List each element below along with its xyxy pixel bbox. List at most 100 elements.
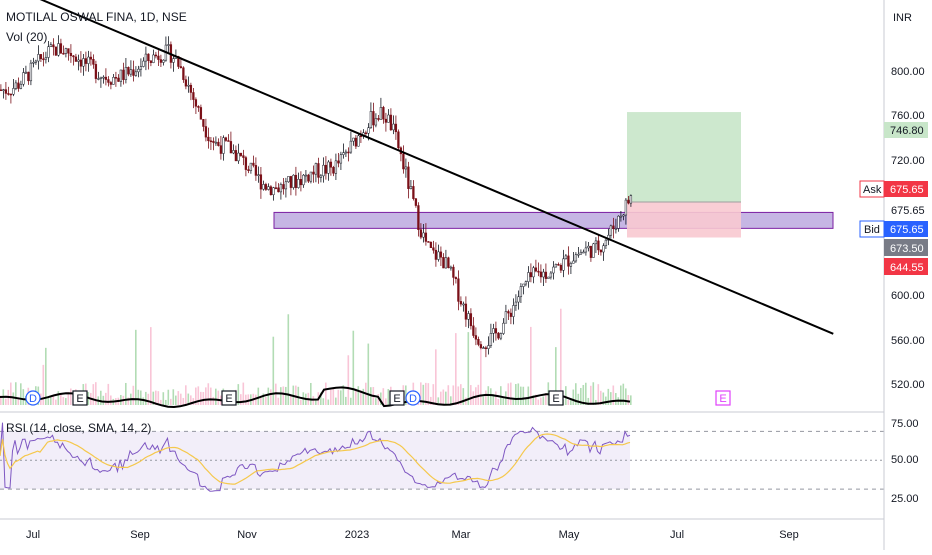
candle-body bbox=[574, 254, 578, 262]
volume-bar bbox=[615, 393, 617, 405]
time-label: Jul bbox=[670, 529, 684, 541]
candle-body bbox=[554, 264, 558, 268]
candle-body bbox=[487, 345, 490, 349]
volume-bar bbox=[145, 391, 147, 405]
volume-bar bbox=[357, 386, 360, 405]
volume-bar bbox=[425, 382, 427, 405]
candle-body bbox=[517, 296, 520, 303]
candle-body bbox=[604, 239, 608, 247]
volume-bar bbox=[512, 399, 515, 405]
candle-body bbox=[102, 76, 105, 79]
candle-body bbox=[312, 171, 315, 175]
volume-legend[interactable]: Vol (20) bbox=[6, 30, 47, 44]
volume-bar bbox=[460, 384, 462, 405]
candle-body bbox=[334, 160, 338, 174]
volume-bar bbox=[485, 390, 487, 405]
candle-body bbox=[179, 66, 183, 68]
position-tool[interactable] bbox=[627, 112, 741, 238]
candle-body bbox=[597, 240, 600, 251]
volume-bar bbox=[375, 398, 377, 405]
volume-bar bbox=[62, 397, 65, 405]
candle-body bbox=[352, 137, 355, 142]
volume-bar bbox=[245, 394, 247, 405]
volume-bar bbox=[327, 399, 330, 405]
candle-body bbox=[502, 322, 505, 334]
candle-body bbox=[242, 155, 245, 158]
symbol-title[interactable]: MOTILAL OSWAL FINA, 1D, NSE bbox=[6, 10, 187, 24]
candle-body bbox=[59, 43, 63, 54]
candle-body bbox=[147, 53, 150, 62]
candle-body bbox=[54, 46, 58, 56]
candle-body bbox=[439, 251, 443, 258]
volume-bar bbox=[590, 385, 592, 405]
volume-bar bbox=[560, 308, 562, 405]
volume-bar bbox=[545, 393, 547, 405]
volume-bar bbox=[190, 395, 192, 405]
candle-body bbox=[339, 154, 343, 164]
candle-body bbox=[457, 278, 460, 302]
volume-bar bbox=[172, 389, 175, 405]
volume-bar bbox=[502, 396, 505, 405]
candle-body bbox=[229, 141, 233, 154]
candle-body bbox=[609, 225, 613, 236]
volume-bar bbox=[255, 394, 257, 405]
candle-body bbox=[594, 240, 598, 245]
price-tick: 800.00 bbox=[891, 66, 925, 78]
candle-body bbox=[122, 69, 125, 80]
candle-body bbox=[289, 176, 293, 188]
volume-bar bbox=[360, 390, 362, 405]
volume-bar bbox=[215, 388, 217, 405]
candle-body bbox=[239, 152, 243, 156]
candle-body bbox=[472, 325, 475, 336]
candle-body bbox=[617, 215, 620, 229]
volume-bar bbox=[537, 399, 540, 405]
volume-bar bbox=[497, 399, 500, 405]
volume-ma-line bbox=[0, 386, 631, 409]
trendline[interactable] bbox=[14, 0, 834, 335]
candle-body bbox=[317, 163, 320, 178]
volume-bar bbox=[107, 383, 110, 405]
candle-body bbox=[314, 163, 318, 175]
volume-bar bbox=[572, 389, 575, 405]
candle-body bbox=[452, 266, 455, 278]
volume-bar bbox=[522, 386, 525, 405]
volume-bar bbox=[147, 393, 150, 405]
candle-body bbox=[369, 111, 373, 129]
candle-body bbox=[459, 301, 463, 305]
volume-bar bbox=[315, 398, 317, 405]
candle-body bbox=[327, 161, 330, 174]
volume-bar bbox=[0, 395, 2, 405]
candle-body bbox=[97, 78, 100, 80]
volume-bar bbox=[257, 387, 260, 405]
price-tick: 600.00 bbox=[891, 290, 925, 302]
candle-body bbox=[469, 313, 473, 327]
candle-body bbox=[527, 272, 530, 282]
candle-body bbox=[77, 59, 80, 62]
candle-body bbox=[17, 82, 20, 89]
time-label: Jul bbox=[26, 529, 40, 541]
candle-body bbox=[32, 61, 35, 64]
volume-bar bbox=[105, 392, 107, 405]
volume-bar bbox=[610, 392, 612, 405]
rsi-legend[interactable]: RSI (14, close, SMA, 14, 2) bbox=[6, 421, 151, 435]
volume-bar bbox=[160, 399, 162, 405]
candle-body bbox=[392, 123, 395, 131]
stop-price-text: 644.55 bbox=[890, 262, 924, 274]
candle-body bbox=[364, 132, 368, 134]
candle-body bbox=[57, 43, 60, 56]
target-price-tag bbox=[884, 122, 928, 138]
currency-label: INR bbox=[893, 12, 912, 24]
volume-bar bbox=[92, 384, 95, 405]
volume-bar bbox=[170, 398, 172, 405]
volume-bar bbox=[167, 389, 170, 405]
volume-bar bbox=[362, 388, 365, 405]
volume-bar bbox=[185, 385, 187, 405]
candle-body bbox=[347, 151, 350, 154]
volume-bar bbox=[420, 382, 422, 405]
candle-body bbox=[64, 48, 68, 54]
earnings-marker bbox=[389, 390, 405, 406]
candle-body bbox=[357, 135, 360, 147]
candle-body bbox=[24, 71, 28, 74]
